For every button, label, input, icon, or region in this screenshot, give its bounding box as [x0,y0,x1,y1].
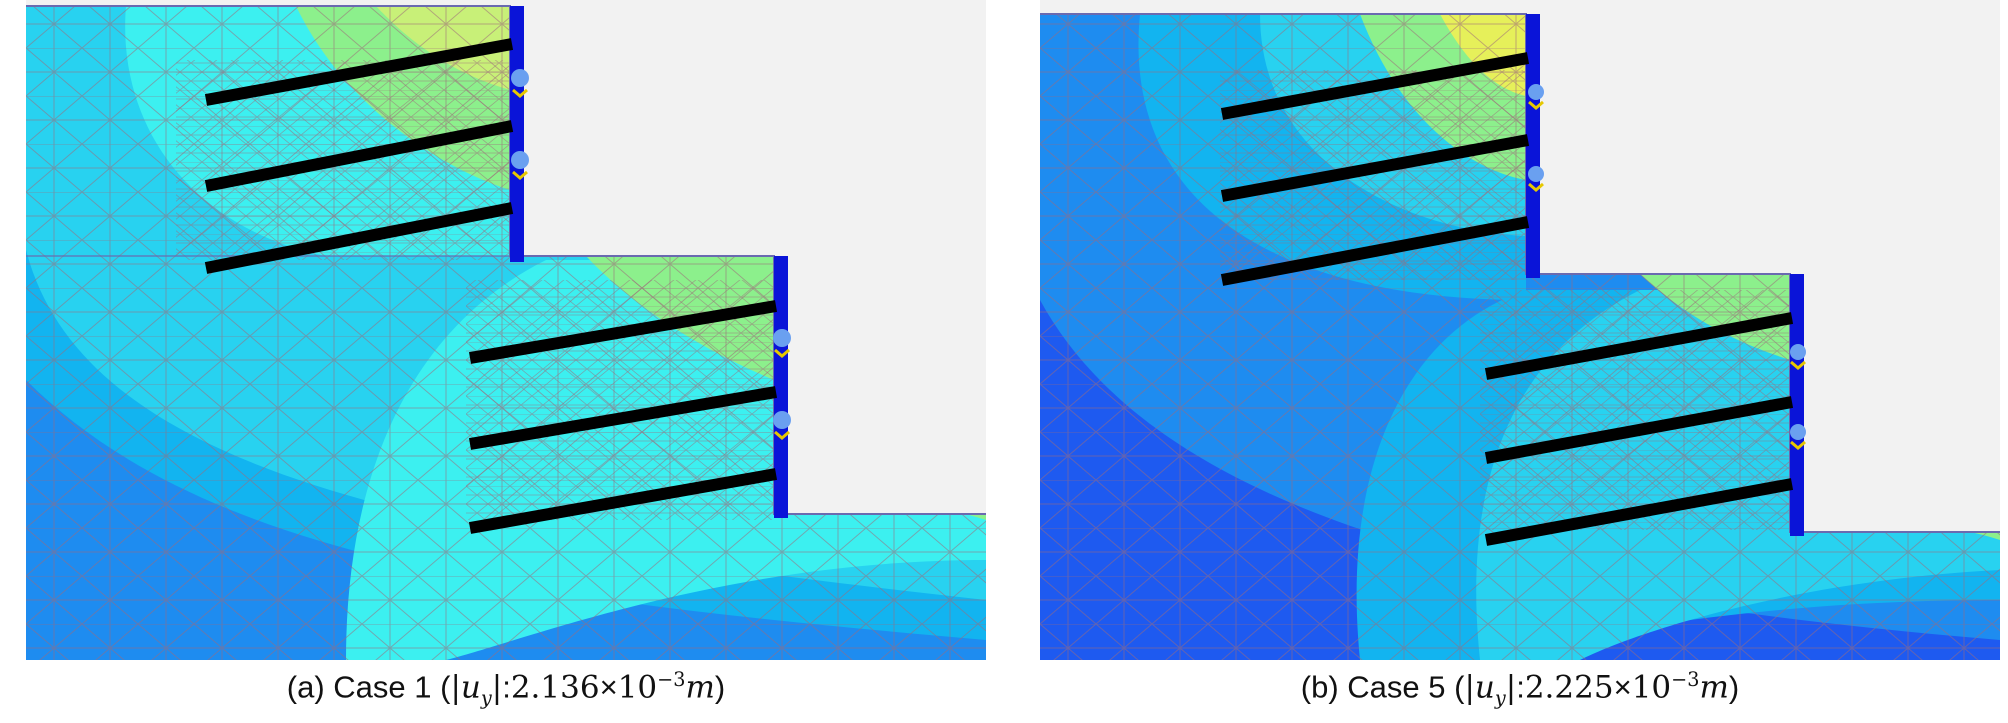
anchor-lower-1 [1484,312,1794,380]
caption-label: (a) Case 1 ( [286,669,451,705]
anchor-upper-2 [204,120,514,192]
anchor-upper-1 [1220,52,1530,120]
panel-b-figure [1040,0,2000,660]
anchor-upper-2 [1220,134,1530,202]
anchor-lower-3 [468,468,778,534]
max-displacement-value: 2.136 [510,669,600,706]
upper-retaining-wall [510,6,524,262]
wale-support-markers [1528,84,1806,450]
anchor-upper-3 [204,202,514,274]
upper-retaining-wall [1526,14,1540,278]
anchor-lower-2 [468,386,778,450]
lower-retaining-wall [774,256,788,518]
anchor-lower-3 [1484,478,1794,546]
anchor-upper-1 [204,38,514,106]
contour-plot-case-5 [1040,0,2000,660]
caption-case-1: (a) Case 1 (|uy|:2.136×10−3m) [286,668,726,710]
anchor-lower-2 [1484,396,1794,464]
wale-support-markers [511,69,791,440]
max-displacement-value: 2.225 [1524,669,1614,706]
ground-surface [1040,13,2000,533]
caption-label: (b) Case 5 ( [1300,669,1465,705]
caption-case-5: (b) Case 5 (|uy|:2.225×10−3m) [1300,668,1740,710]
ground-surface [26,5,986,515]
anchor-lower-1 [468,300,778,364]
anchor-upper-3 [1220,216,1530,286]
contour-plot-case-1 [26,0,986,660]
lower-retaining-wall [1790,274,1804,536]
panel-a-figure [26,0,986,660]
